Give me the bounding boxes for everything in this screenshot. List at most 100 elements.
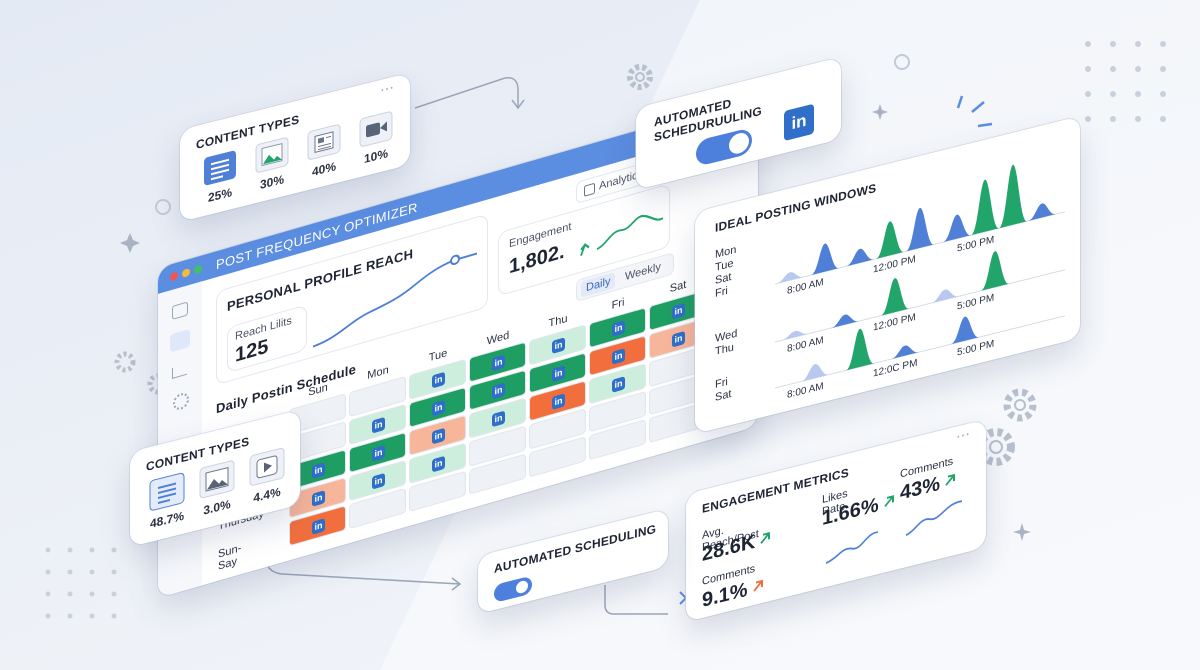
day-label: Fri bbox=[715, 376, 728, 391]
linkedin-badge: in bbox=[552, 393, 565, 411]
dot bbox=[111, 547, 117, 553]
content-type-icon bbox=[204, 150, 236, 186]
linkedin-badge: in bbox=[432, 371, 445, 389]
linkedin-badge: in bbox=[492, 354, 505, 372]
day-label: Tue bbox=[715, 258, 734, 274]
toggle-weekly[interactable]: Weekly bbox=[625, 260, 661, 284]
linkedin-badge: in bbox=[372, 472, 385, 490]
dot bbox=[111, 591, 117, 597]
ideal-windows-card: IDEAL POSTING WINDOWS Mon Tue Sat Fri 8:00 A… bbox=[695, 116, 1080, 434]
window-dot bbox=[170, 271, 178, 282]
switch-knob bbox=[729, 130, 749, 156]
dot bbox=[1085, 91, 1091, 97]
nav-icon bbox=[172, 363, 187, 379]
activity-peak bbox=[781, 330, 809, 341]
activity-peak bbox=[831, 314, 859, 329]
baseline bbox=[775, 269, 1065, 343]
toggle-daily[interactable]: Daily bbox=[581, 271, 616, 298]
engagement-spark bbox=[580, 214, 664, 256]
linkedin-badge: in bbox=[612, 376, 625, 393]
row-label: Sun-Say bbox=[218, 542, 242, 573]
trend-arrow bbox=[760, 532, 770, 544]
linkedin-badge: in bbox=[672, 330, 685, 348]
dot bbox=[111, 569, 117, 575]
calendar-icon bbox=[584, 182, 595, 197]
content-type-icon bbox=[199, 460, 235, 499]
dot bbox=[1085, 66, 1091, 72]
activity-peak bbox=[981, 251, 1009, 291]
reach-box: Reach Lilits 125 bbox=[227, 304, 307, 374]
dot bbox=[67, 591, 73, 597]
day-label: Thu bbox=[715, 341, 734, 358]
linkedin-badge: in bbox=[612, 320, 625, 337]
linkedin-badge: in bbox=[432, 427, 445, 445]
trend-arrow bbox=[884, 495, 894, 507]
content-type-icon bbox=[307, 124, 341, 160]
dot bbox=[89, 569, 95, 575]
day-label: Sat bbox=[715, 388, 732, 404]
dot bbox=[89, 547, 95, 553]
window-dot bbox=[182, 267, 190, 279]
dot bbox=[1110, 66, 1116, 72]
dot bbox=[1135, 66, 1141, 72]
activity-peak bbox=[811, 243, 839, 276]
dot bbox=[67, 569, 73, 575]
dot bbox=[67, 547, 73, 553]
schedule-switch[interactable] bbox=[494, 575, 532, 604]
dot bbox=[1160, 41, 1166, 47]
linkedin-badge: in bbox=[492, 410, 505, 428]
switch-knob bbox=[516, 579, 528, 595]
linkedin-badge: in bbox=[372, 444, 385, 462]
activity-peak bbox=[971, 179, 999, 236]
activity-peak bbox=[846, 328, 874, 371]
schedule-switch[interactable] bbox=[696, 127, 752, 168]
dot-grids bbox=[45, 41, 1166, 619]
dot bbox=[1135, 91, 1141, 97]
dot bbox=[45, 569, 51, 575]
activity-peak bbox=[801, 364, 829, 382]
activity-peak bbox=[876, 221, 904, 259]
activity-peak bbox=[906, 207, 934, 252]
time-label: 12:0C PM bbox=[873, 358, 917, 380]
activity-peak bbox=[943, 214, 971, 243]
rings bbox=[155, 54, 910, 215]
dot bbox=[67, 613, 73, 619]
linkedin-badge: in bbox=[432, 399, 445, 417]
linkedin-badge: in bbox=[552, 337, 565, 355]
dot bbox=[89, 591, 95, 597]
linkedin-badge: in bbox=[672, 302, 685, 320]
content-type-icon bbox=[249, 447, 285, 486]
day-label: Sat bbox=[715, 271, 732, 287]
day-label: Fri bbox=[715, 285, 728, 300]
dot bbox=[1110, 116, 1116, 122]
dot bbox=[45, 547, 51, 553]
dot bbox=[1160, 91, 1166, 97]
day-label: Wed bbox=[715, 328, 737, 345]
dot bbox=[1110, 41, 1116, 47]
menu-dots[interactable]: ⋯ bbox=[380, 78, 394, 99]
engagement-card: ENGAGEMENT METRICS ⋯ Avg. Reach/Post 28.6… bbox=[686, 419, 986, 622]
dot bbox=[1085, 116, 1091, 122]
dot bbox=[1135, 41, 1141, 47]
activity-peak bbox=[846, 248, 874, 267]
activity-peak bbox=[891, 345, 919, 360]
linkedin-badge: in bbox=[432, 455, 445, 473]
activity-peak bbox=[776, 272, 804, 284]
linkedin-badge: in bbox=[492, 382, 505, 400]
activity-peak bbox=[999, 164, 1027, 229]
linkedin-badge: in bbox=[552, 365, 565, 383]
dot bbox=[1135, 116, 1141, 122]
window-dot bbox=[194, 264, 202, 275]
dot bbox=[1085, 41, 1091, 47]
engagement-panel: Engagement 1,802. bbox=[498, 183, 670, 297]
day-label: Mon bbox=[715, 244, 736, 261]
linkedin-badge: in bbox=[312, 518, 325, 535]
time-label: 12:00 PM bbox=[873, 312, 916, 333]
linkedin-badge: in bbox=[312, 490, 325, 507]
activity-peak bbox=[931, 289, 959, 304]
trend-arrow bbox=[945, 473, 955, 486]
trend-arrow bbox=[753, 579, 763, 592]
linkedin-logo: in bbox=[784, 103, 814, 142]
nav-icon bbox=[173, 391, 189, 412]
